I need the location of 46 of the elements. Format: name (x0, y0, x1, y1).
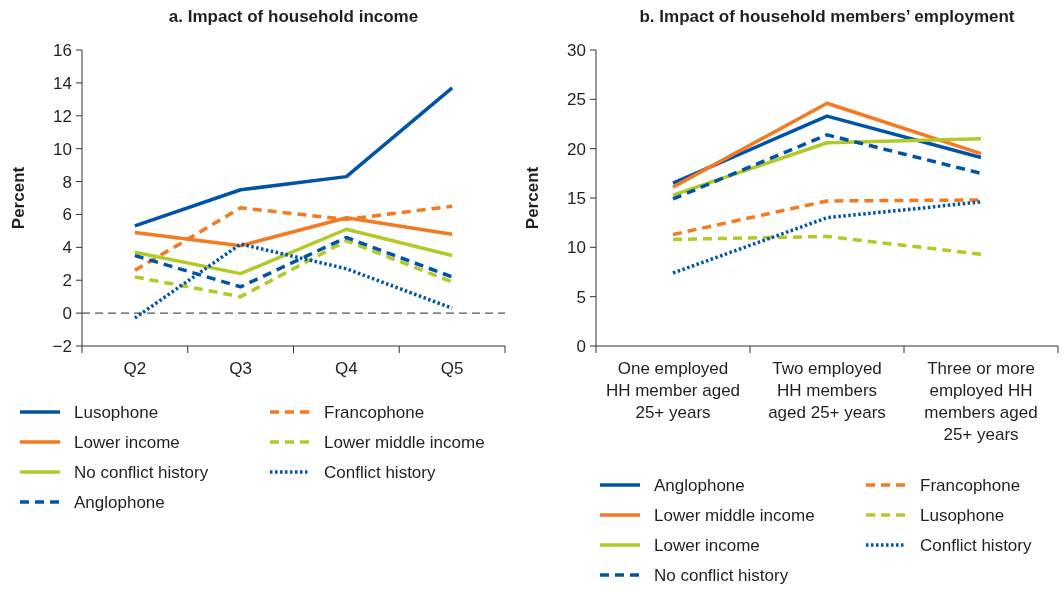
legend-label: Conflict history (324, 462, 436, 482)
x-tick-label: Q2 (123, 359, 147, 378)
y-tick-label: 30 (567, 40, 586, 60)
y-tick-label: 10 (567, 238, 586, 258)
y-tick-label: −2 (52, 336, 72, 356)
line-series (133, 227, 454, 276)
x-tick-label: Q3 (229, 359, 252, 378)
y-tick-label: 10 (53, 139, 72, 159)
y-tick-label: 15 (567, 188, 586, 208)
line-series (133, 86, 454, 228)
x-tick-label: Q5 (440, 359, 464, 378)
legend-label: Francophone (324, 402, 425, 422)
legend-label: Francophone (920, 475, 1021, 495)
x-tick-label: Three or more employed HH members aged 25+ years (924, 359, 1038, 444)
legend-label: No conflict history (74, 462, 209, 482)
legend-label: Anglophone (654, 475, 745, 495)
y-tick-label: 12 (53, 106, 72, 126)
x-tick-label: Q4 (335, 359, 358, 378)
y-tick-label: 2 (62, 271, 72, 291)
legend-label: Lower income (74, 432, 180, 452)
chart-title: b. Impact of household members’ employment (639, 7, 1015, 26)
legend-label: Lusophone (920, 505, 1005, 525)
chart-title: a. Impact of household income (168, 7, 419, 26)
y-tick-label: 14 (53, 73, 72, 93)
legend-label: Anglophone (74, 492, 165, 512)
y-tick-label: 25 (567, 90, 586, 110)
line-series (133, 204, 454, 273)
y-tick-label: 5 (576, 287, 586, 307)
legend-label: Conflict history (920, 535, 1032, 555)
legend-label: No conflict history (654, 565, 789, 585)
x-tick-label: One employed HH member aged 25+ years (605, 359, 741, 422)
y-tick-label: 6 (62, 205, 72, 225)
y-axis-title: Percent (523, 166, 542, 230)
y-tick-label: 16 (53, 40, 72, 60)
legend-label: Lower income (654, 535, 760, 555)
line-series (133, 239, 454, 299)
y-tick-label: 8 (62, 172, 72, 192)
y-tick-label: 20 (567, 139, 586, 159)
x-tick-label: Two employed HH members aged 25+ years (768, 359, 886, 422)
y-tick-label: 4 (62, 238, 72, 258)
y-tick-label: 0 (62, 304, 72, 324)
legend-label: Lower middle income (324, 432, 485, 452)
y-axis-title: Percent (9, 166, 28, 230)
legend-label: Lower middle income (654, 505, 815, 525)
y-tick-label: 0 (576, 336, 586, 356)
legend-label: Lusophone (74, 402, 159, 422)
